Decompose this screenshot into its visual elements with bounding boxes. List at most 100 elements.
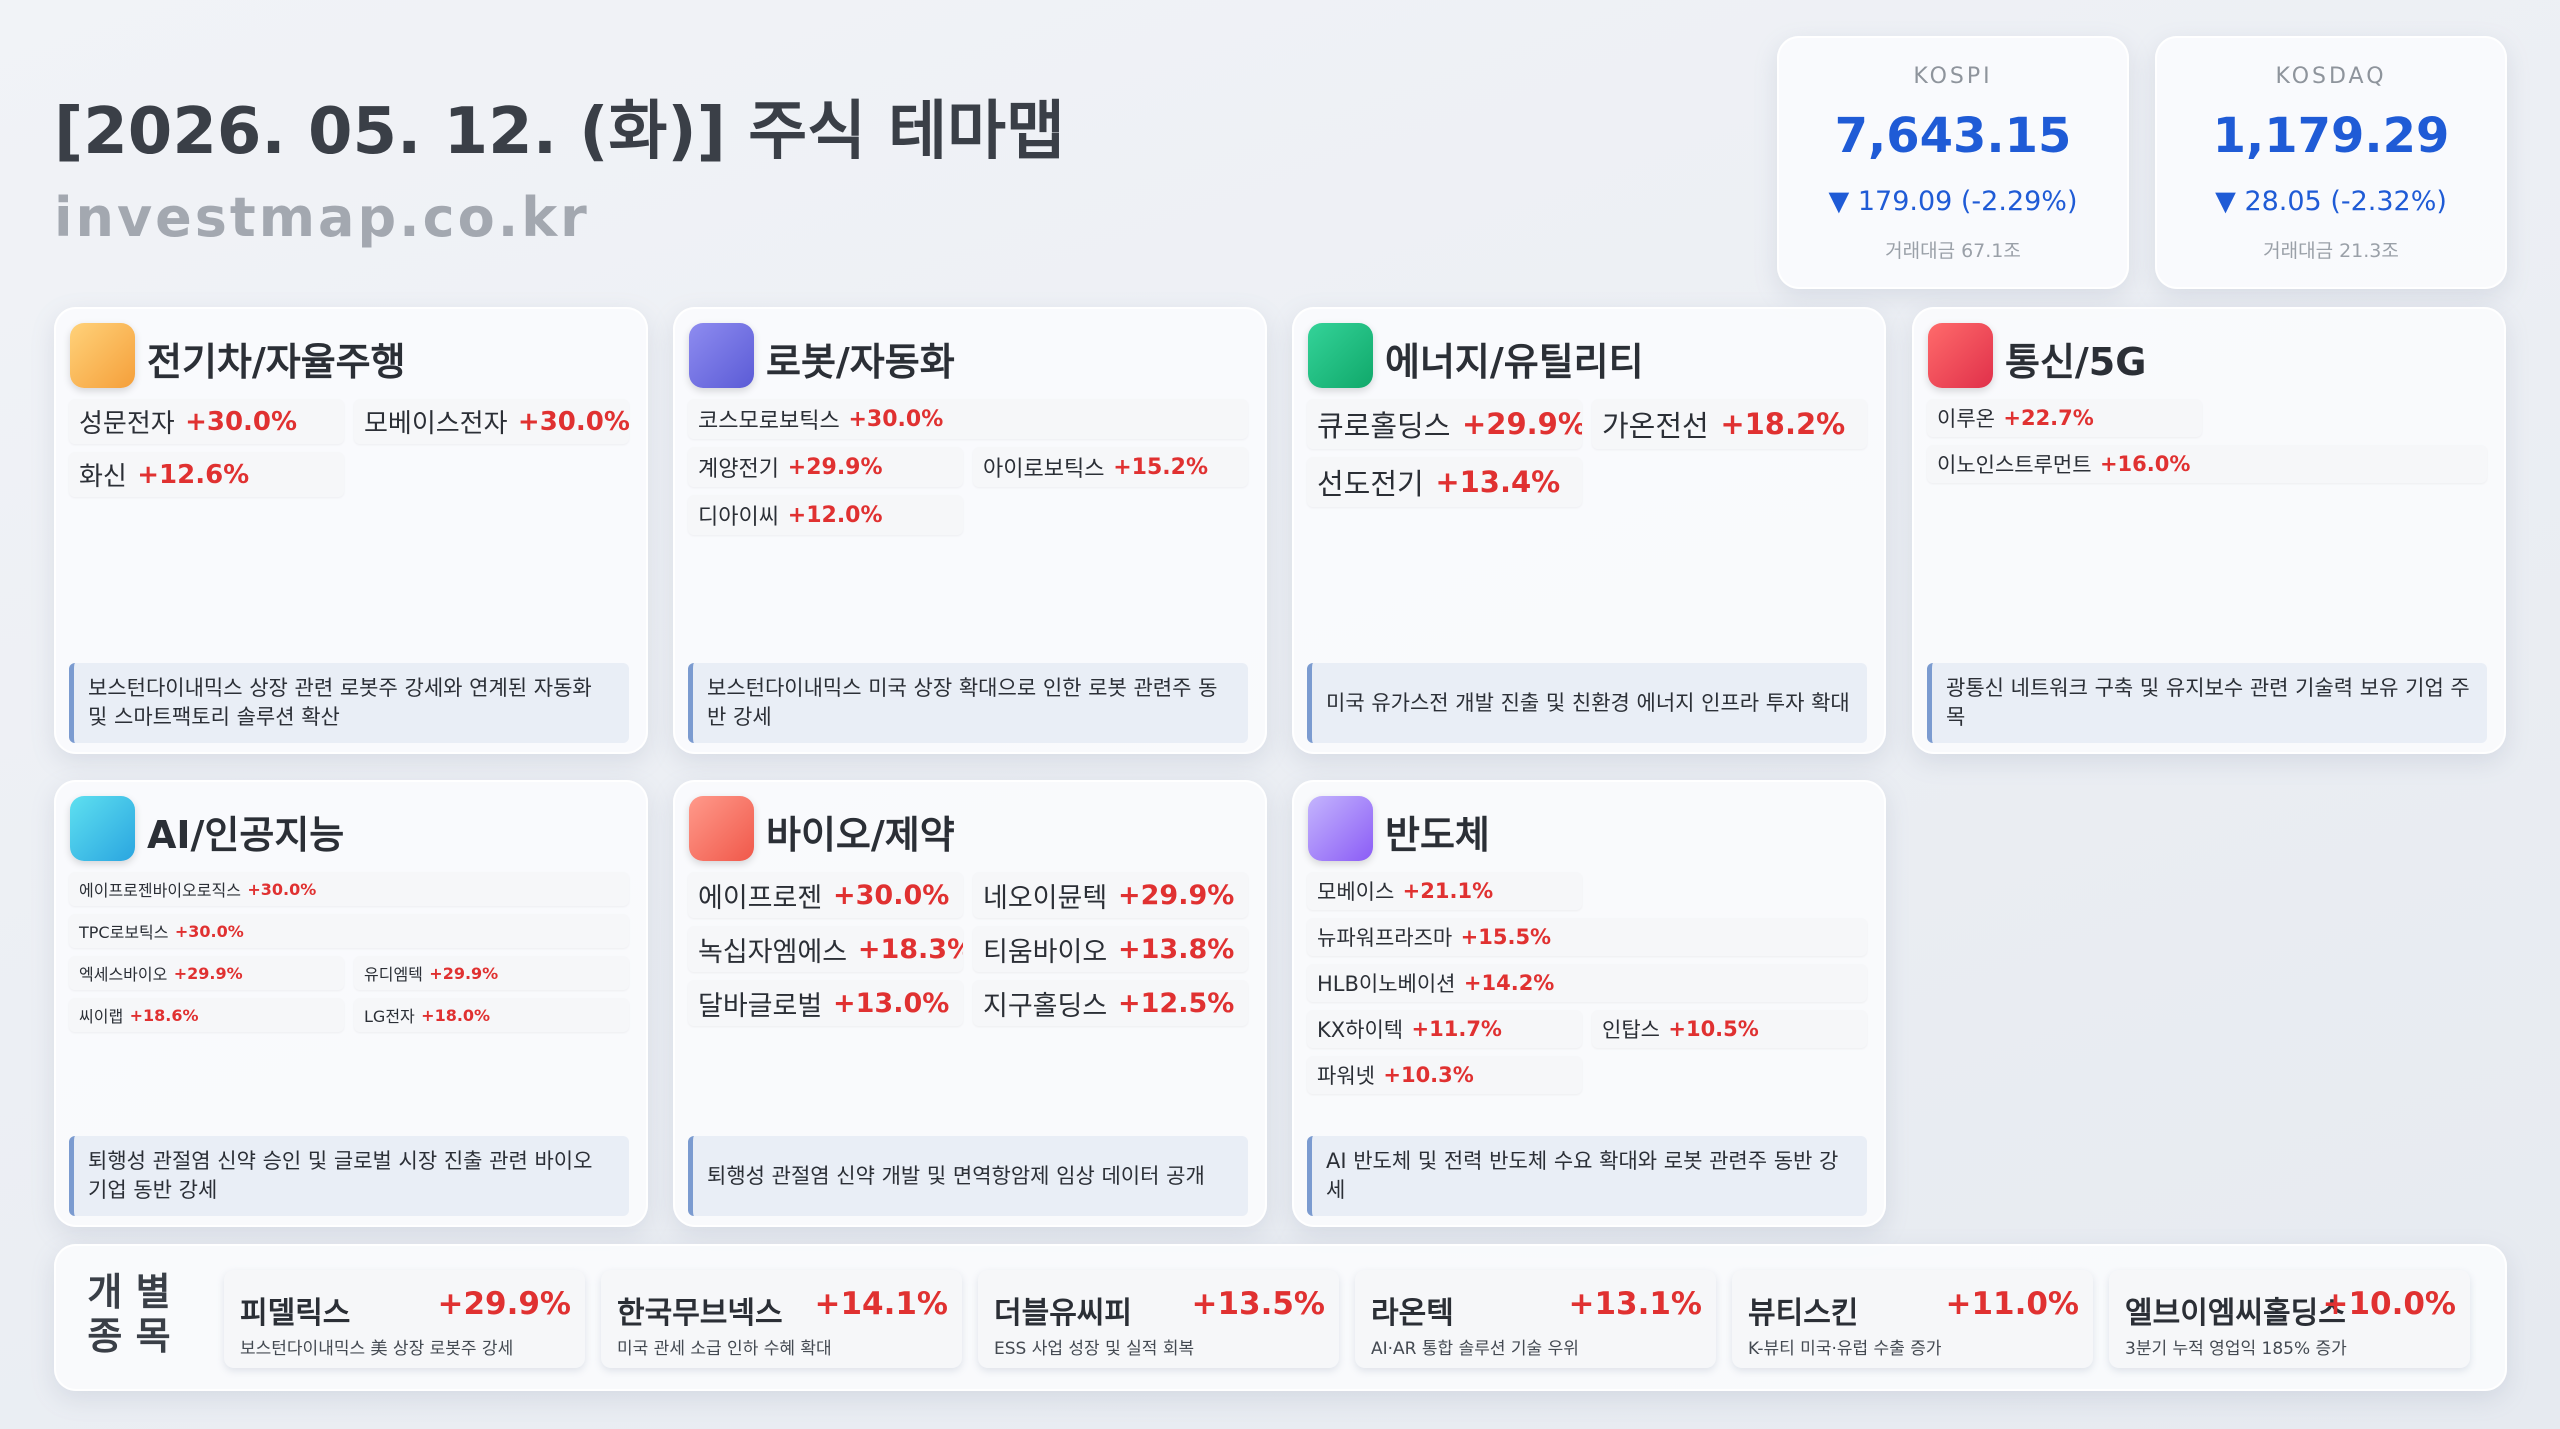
stock-change: +21.1%	[1402, 879, 1494, 903]
stock-chip: 에이프로젠바이오로직스 +30.0%	[69, 872, 629, 906]
theme-note: 보스턴다이내믹스 상장 관련 로봇주 강세와 연계된 자동화 및 스마트팩토리 …	[69, 663, 629, 743]
stock-name: 뷰티스킨	[1748, 1296, 1859, 1331]
stock-chip: 뉴파워프라즈마 +15.5%	[1307, 918, 1867, 956]
stock-change: +22.7%	[2003, 406, 2094, 430]
individual-card: 엘브이엠씨홀딩스 +10.0% 3분기 누적 영업익 185% 증가	[2109, 1270, 2470, 1368]
stock-name: 더블유씨피	[994, 1296, 1132, 1331]
stock-change: +30.0%	[247, 879, 317, 899]
theme-note: 광통신 네트워크 구축 및 유지보수 관련 기술력 보유 기업 주목	[1927, 663, 2487, 743]
stock-name: 화신	[79, 462, 127, 492]
stock-list: 이루온 +22.7% 이노인스트루먼트 +16.0%	[1927, 399, 2487, 483]
theme-icon	[689, 323, 754, 388]
theme-title: 전기차/자율주행	[147, 340, 406, 384]
stock-change: +14.1%	[814, 1286, 948, 1322]
theme-note: AI 반도체 및 전력 반도체 수요 확대와 로봇 관련주 동반 강세	[1307, 1136, 1867, 1216]
individual-card: 피델릭스 +29.9% 보스턴다이내믹스 美 상장 로봇주 강세	[224, 1270, 585, 1368]
label-line: 종 목	[87, 1314, 171, 1358]
stock-change: +30.0%	[517, 406, 629, 437]
stock-change: +11.0%	[1945, 1286, 2079, 1322]
stock-list: 모베이스 +21.1% 뉴파워프라즈마 +15.5% HLB이노베이션 +14.2% KX하…	[1307, 872, 1867, 1094]
stock-name: 이노인스트루먼트	[1937, 453, 2092, 477]
index-name: KOSPI	[1913, 64, 1993, 89]
individual-card: 뷰티스킨 +11.0% K-뷰티 미국·유럽 수출 증가	[1732, 1270, 2093, 1368]
stock-name: 코스모로보틱스	[698, 409, 840, 434]
theme-icon	[70, 796, 135, 861]
stock-chip: 화신 +12.6%	[69, 452, 344, 497]
stock-name: 모베이스전자	[364, 409, 508, 439]
index-value: 7,643.15	[1834, 108, 2072, 164]
stock-change: +29.9%	[437, 1286, 571, 1322]
stock-list: 성문전자 +30.0% 모베이스전자 +30.0% 화신 +12.6%	[69, 399, 629, 497]
stock-change: +29.9%	[787, 454, 883, 480]
stock-chip: 네오이뮨텍 +29.9%	[973, 872, 1248, 918]
stock-chip: 모베이스전자 +30.0%	[354, 399, 629, 444]
index-volume: 거래대금 67.1조	[1885, 240, 2021, 262]
stock-list: 코스모로보틱스 +30.0% 계양전기 +29.9% 아이로보틱스 +15.2% 디아이씨 +…	[688, 399, 1248, 535]
theme-title: AI/인공지능	[147, 813, 345, 857]
stock-change: +13.5%	[1191, 1286, 1325, 1322]
stock-change: +29.9%	[1462, 407, 1582, 441]
theme-icon	[1308, 796, 1373, 861]
stock-chip: KX하이텍 +11.7%	[1307, 1010, 1582, 1048]
stock-change: +18.0%	[421, 1005, 491, 1025]
stock-change: +13.4%	[1435, 465, 1561, 499]
stock-chip: LG전자 +18.0%	[354, 998, 629, 1032]
individual-card: 한국무브넥스 +14.1% 미국 관세 소급 인하 수혜 확대	[601, 1270, 962, 1368]
index-card: KOSPI 7,643.15 ▼ 179.09 (-2.29%) 거래대금 67.1조	[1777, 36, 2129, 289]
stock-name: 유디엠텍	[364, 965, 423, 984]
stock-change: +18.2%	[1720, 407, 1846, 441]
stock-change: +29.9%	[1118, 879, 1235, 911]
label-line: 개 별	[87, 1270, 171, 1314]
theme-note: 미국 유가스전 개발 진출 및 친환경 에너지 인프라 투자 확대	[1307, 663, 1867, 743]
stock-change: +10.3%	[1383, 1063, 1474, 1087]
stock-change: +18.6%	[129, 1005, 199, 1025]
stock-chip: 티움바이오 +13.8%	[973, 926, 1248, 972]
stock-change: +14.2%	[1463, 971, 1555, 995]
index-value: 1,179.29	[2212, 108, 2450, 164]
stock-note: 3분기 누적 영업익 185% 증가	[2125, 1339, 2347, 1359]
stock-change: +30.0%	[174, 921, 244, 941]
theme-icon	[70, 323, 135, 388]
index-change: ▼ 179.09 (-2.29%)	[1828, 186, 2078, 217]
stock-note: K-뷰티 미국·유럽 수출 증가	[1748, 1339, 1942, 1359]
stock-name: 이루온	[1937, 407, 1995, 431]
stock-chip: 유디엠텍 +29.9%	[354, 956, 629, 990]
stock-change: +16.0%	[2099, 452, 2191, 476]
stock-name: 네오이뮨텍	[983, 882, 1108, 914]
stock-name: 달바글로벌	[698, 990, 823, 1022]
individual-card: 더블유씨피 +13.5% ESS 사업 성장 및 실적 회복	[978, 1270, 1339, 1368]
theme-note: 퇴행성 관절염 신약 개발 및 면역항암제 임상 데이터 공개	[688, 1136, 1248, 1216]
stock-chip: 에이프로젠 +30.0%	[688, 872, 963, 918]
stock-name: 에이프로젠	[698, 882, 823, 914]
stock-chip: 선도전기 +13.4%	[1307, 457, 1582, 507]
stock-note: 미국 관세 소급 인하 수혜 확대	[617, 1339, 832, 1359]
theme-card: 에너지/유틸리티 큐로홀딩스 +29.9% 가온전선 +18.2% 선도전기 +13.4% 미…	[1292, 307, 1886, 754]
stock-note: AI·AR 통합 솔루션 기술 우위	[1371, 1339, 1579, 1359]
stock-chip: 지구홀딩스 +12.5%	[973, 980, 1248, 1026]
stock-name: KX하이텍	[1317, 1018, 1404, 1042]
stock-list: 에이프로젠 +30.0% 네오이뮨텍 +29.9% 녹십자엠에스 +18.3% 티움바이오 +…	[688, 872, 1248, 1026]
stock-change: +18.3%	[857, 933, 963, 965]
theme-card: AI/인공지능 에이프로젠바이오로직스 +30.0% TPC로보틱스 +30.0% 엑세스…	[54, 780, 648, 1227]
theme-note: 보스턴다이내믹스 미국 상장 확대으로 인한 로봇 관련주 동반 강세	[688, 663, 1248, 743]
stock-change: +11.7%	[1411, 1017, 1502, 1041]
theme-card: 로봇/자동화 코스모로보틱스 +30.0% 계양전기 +29.9% 아이로보틱스 +15.2…	[673, 307, 1267, 754]
stock-name: TPC로보틱스	[79, 923, 169, 942]
theme-card: 통신/5G 이루온 +22.7% 이노인스트루먼트 +16.0% 광통신 네트워크 구축 …	[1912, 307, 2506, 754]
theme-card: 바이오/제약 에이프로젠 +30.0% 네오이뮨텍 +29.9% 녹십자엠에스 +18.3%…	[673, 780, 1267, 1227]
stock-change: +29.9%	[429, 963, 499, 983]
stock-chip: 아이로보틱스 +15.2%	[973, 447, 1248, 487]
stock-name: 큐로홀딩스	[1317, 409, 1451, 443]
page-title: [2026. 05. 12. (화)] 주식 테마맵	[54, 95, 1065, 169]
stock-change: +30.0%	[185, 406, 298, 437]
stock-change: +30.0%	[848, 406, 944, 432]
stock-note: 보스턴다이내믹스 美 상장 로봇주 강세	[240, 1339, 514, 1359]
stock-change: +12.6%	[137, 459, 250, 490]
stock-change: +15.5%	[1460, 925, 1552, 949]
stock-name: 씨이랩	[79, 1007, 124, 1026]
stock-list: 에이프로젠바이오로직스 +30.0% TPC로보틱스 +30.0% 엑세스바이오 +29.…	[69, 872, 629, 1032]
stock-change: +10.0%	[2322, 1286, 2456, 1322]
stock-name: 녹십자엠에스	[698, 936, 848, 968]
site-name: investmap.co.kr	[54, 186, 590, 249]
